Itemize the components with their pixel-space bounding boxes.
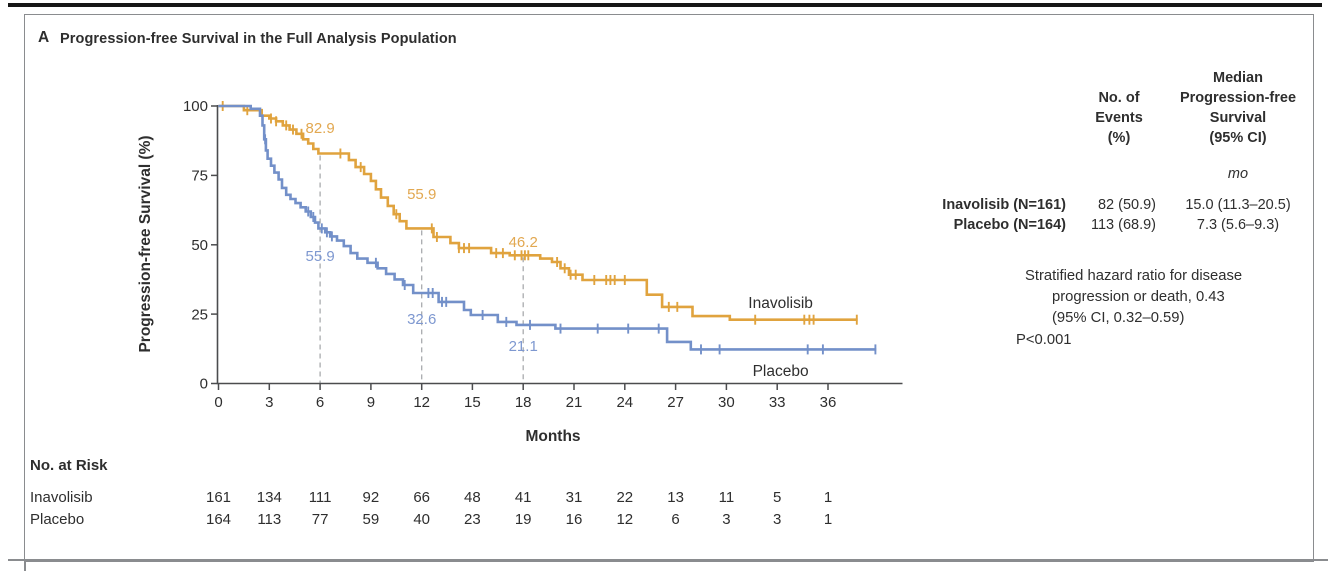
x-tick-label: 3 (265, 394, 273, 411)
x-axis-title: Months (525, 428, 580, 445)
risk-value-placebo-m30: 3 (722, 511, 731, 528)
series-label-inavolisib: Inavolisib (748, 295, 813, 312)
annotation-21-1: 21.1 (509, 338, 538, 355)
hazard-note-line1: Stratified hazard ratio for disease (1025, 268, 1243, 284)
risk-value-placebo-m33: 3 (773, 511, 782, 528)
row-label-inavolisib: Inavolisib (N=161) (942, 197, 1066, 213)
annotation-46-2: 46.2 (509, 234, 538, 251)
x-tick-label: 33 (769, 394, 786, 411)
x-tick-label: 36 (820, 394, 837, 411)
annotation-55-9: 55.9 (305, 248, 334, 265)
risk-value-inavolisib-m9: 92 (362, 489, 380, 506)
risk-table-title: No. at Risk (30, 457, 108, 474)
annotation-32-6: 32.6 (407, 311, 436, 328)
row-events-placebo: 113 (68.9) (1090, 217, 1156, 233)
risk-value-inavolisib-m30: 11 (718, 489, 735, 506)
x-tick-label: 0 (214, 394, 222, 411)
annotation-82-9: 82.9 (305, 120, 334, 137)
risk-value-placebo-m3: 113 (257, 511, 282, 528)
unit-label: mo (1227, 166, 1249, 182)
row-events-inavolisib: 82 (50.9) (1097, 197, 1156, 213)
x-tick-label: 6 (316, 394, 324, 411)
figure-border-box (24, 14, 1314, 562)
risk-value-inavolisib-m3: 134 (256, 489, 282, 506)
risk-value-placebo-m6: 77 (311, 511, 329, 528)
risk-value-inavolisib-m15: 48 (464, 489, 481, 506)
risk-value-placebo-m24: 12 (616, 511, 634, 528)
risk-row-label-inavolisib: Inavolisib (30, 489, 93, 506)
risk-value-placebo-m27: 6 (671, 511, 680, 528)
x-tick-label: 18 (515, 394, 532, 411)
median-header-line4: (95% CI) (1209, 130, 1267, 146)
events-header-line3: (%) (1107, 130, 1131, 146)
risk-value-inavolisib-m36: 1 (823, 489, 833, 506)
bottom-rule (8, 559, 1328, 561)
panel-letter: A (38, 29, 50, 46)
x-tick-label: 24 (616, 394, 633, 411)
median-header-line3: Survival (1209, 110, 1267, 126)
hazard-note-pvalue: P<0.001 (1016, 332, 1072, 348)
median-header-line2: Progression-free (1179, 90, 1297, 106)
km-curve-inavolisib (218, 104, 858, 321)
page-title: Progression-free Survival in the Full An… (60, 31, 457, 47)
left-border-extension (24, 560, 26, 571)
x-tick-label: 12 (413, 394, 430, 411)
row-median-inavolisib: 15.0 (11.3–20.5) (1185, 197, 1291, 213)
risk-row-label-placebo: Placebo (30, 511, 85, 528)
events-header-line1: No. of (1098, 90, 1140, 106)
y-tick-label: 75 (191, 168, 208, 185)
risk-value-inavolisib-m18: 41 (514, 489, 532, 506)
risk-value-placebo-m18: 19 (514, 511, 532, 528)
hazard-note-line3: (95% CI, 0.32–0.59) (1052, 310, 1185, 326)
risk-value-inavolisib-m6: 111 (308, 489, 332, 506)
events-header-line2: Events (1095, 110, 1143, 126)
risk-value-placebo-m36: 1 (823, 511, 833, 528)
series-label-placebo: Placebo (753, 363, 809, 380)
risk-value-inavolisib-m33: 5 (773, 489, 782, 506)
x-tick-label: 27 (667, 394, 684, 411)
risk-value-placebo-m0: 164 (205, 511, 232, 528)
annotation-55-9: 55.9 (407, 186, 436, 203)
km-curve-placebo (218, 104, 877, 351)
risk-value-placebo-m21: 16 (565, 511, 583, 528)
risk-value-placebo-m15: 23 (464, 511, 481, 528)
risk-value-inavolisib-m27: 13 (667, 489, 684, 506)
x-tick-label: 21 (566, 394, 583, 411)
risk-value-placebo-m12: 40 (413, 511, 431, 528)
risk-value-inavolisib-m12: 66 (413, 489, 431, 506)
y-tick-label: 0 (200, 376, 208, 393)
top-rule (8, 3, 1322, 7)
y-axis-title: Progression-free Survival (%) (137, 135, 154, 352)
x-tick-label: 15 (464, 394, 481, 411)
row-label-placebo: Placebo (N=164) (953, 217, 1066, 233)
risk-value-inavolisib-m0: 161 (205, 489, 232, 506)
risk-value-placebo-m9: 59 (362, 511, 380, 528)
hazard-note-line2: progression or death, 0.43 (1052, 289, 1225, 305)
y-tick-label: 25 (191, 306, 208, 323)
y-tick-label: 100 (183, 98, 208, 115)
risk-value-inavolisib-m21: 31 (565, 489, 583, 506)
x-tick-label: 30 (718, 394, 735, 411)
x-tick-label: 9 (367, 394, 375, 411)
row-median-placebo: 7.3 (5.6–9.3) (1196, 217, 1280, 233)
median-header-line1: Median (1213, 70, 1263, 86)
risk-value-inavolisib-m24: 22 (616, 489, 634, 506)
y-tick-label: 50 (191, 237, 208, 254)
